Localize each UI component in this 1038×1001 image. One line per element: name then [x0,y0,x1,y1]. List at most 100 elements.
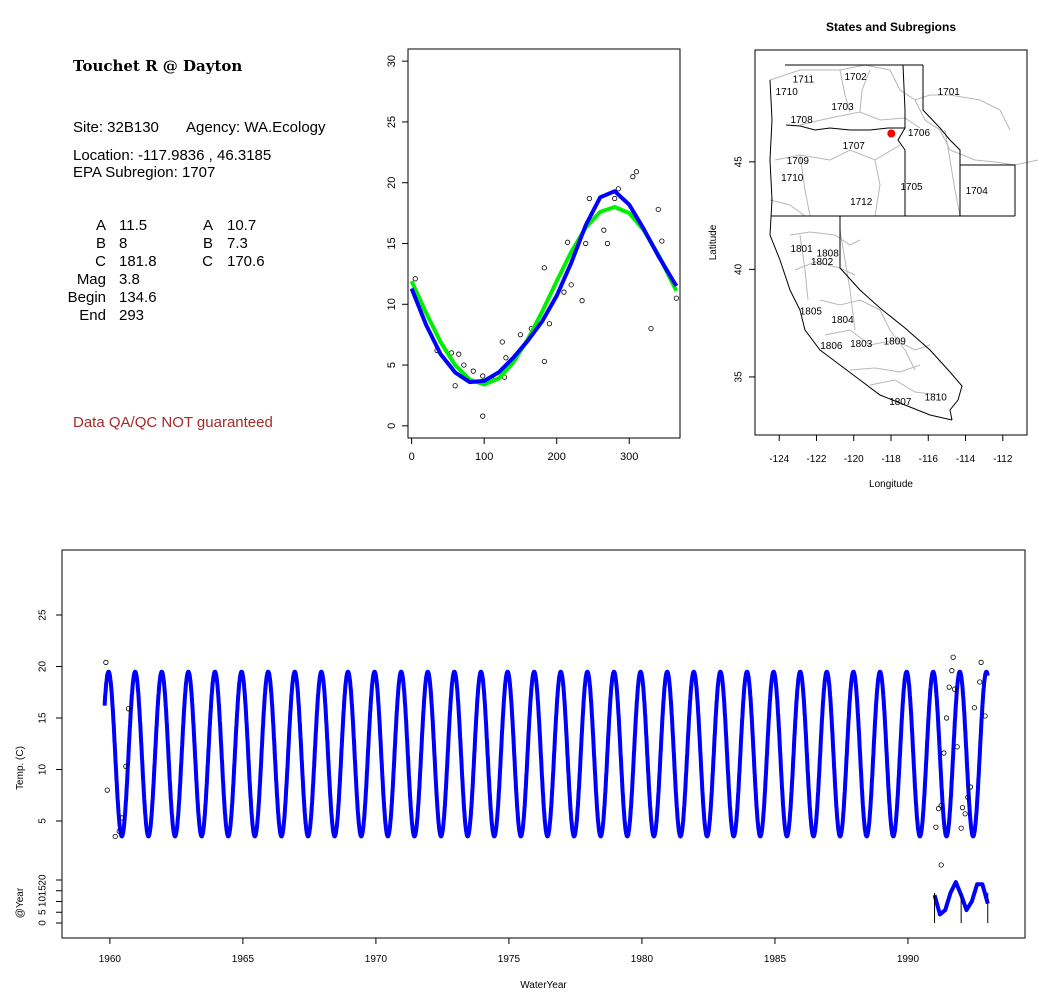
data-point [943,715,950,721]
param-label: A [202,217,213,234]
x-tick-label: -124 [769,454,789,465]
data-point [601,227,607,233]
data-point [103,659,109,665]
data-point [971,705,978,711]
x-tick-label: 0 [409,451,415,463]
data-point [568,282,574,288]
x-tick-label: -118 [881,454,901,465]
x-axis-label: Longitude [869,479,913,490]
y2-tick-label: 0 [38,920,49,926]
params-right: A 10.7 B 7.3 C 170.6 [190,217,264,270]
data-point [586,195,592,202]
subregion-label: 1807 [889,397,912,408]
y2-tick-label: 5 [38,909,49,915]
data-point [456,351,462,357]
data-point [949,668,955,674]
x-tick-label: 1975 [498,954,521,965]
data-point [659,238,665,244]
x-tick-label: -114 [956,454,976,465]
x-tick-label: 1970 [365,954,388,965]
data-point [541,358,547,365]
data-point [612,195,618,202]
data-point [982,713,988,719]
data-point [499,339,505,345]
data-point [480,373,486,379]
param-value: 293 [119,307,145,324]
y-tick-label: 5 [38,818,49,824]
site-marker [887,129,896,138]
data-point [480,413,486,419]
y-tick-label: 20 [386,177,398,189]
param-value: 8 [119,235,128,252]
location: Location: -117.9836 , 46.3185 [73,147,272,164]
subregion-label: 1710 [776,87,799,98]
data-point [935,806,942,812]
data-point [579,298,585,304]
data-point [951,686,958,692]
data-point [648,325,654,332]
data-point [950,654,956,660]
subregion-label: 1706 [908,128,931,139]
x-tick-label: 1980 [631,954,654,965]
subregion-label: 1712 [850,197,873,208]
y-tick-label: 10 [386,298,398,310]
x-tick-label: 1985 [764,954,787,965]
param-value: 11.5 [119,217,148,234]
x-tick-label: -122 [806,454,826,465]
param-value: 181.8 [119,253,157,270]
data-point [978,659,984,665]
qa-disclaimer: Data QA/QC NOT guaranteed [73,414,273,431]
x-tick-label: 1960 [99,954,122,965]
subregion-label: 1705 [900,182,923,193]
y-tick-label: 15 [386,237,398,249]
y-tick-label: 20 [38,661,49,673]
data-point [615,186,621,192]
y2-tick-label: 20 [38,874,49,886]
y-tick-label: 45 [734,156,745,168]
y-tick-label: 5 [386,362,398,368]
y-tick-label: 30 [386,55,398,67]
param-value: 134.6 [119,289,157,306]
data-point [564,239,571,245]
subregion-label: 1701 [938,87,961,98]
data-point [604,240,611,247]
data-point [116,828,122,834]
data-point [977,679,983,685]
data-point [633,169,640,175]
data-point [412,276,418,282]
data-point [470,368,476,374]
fit-curve-blue [409,189,679,385]
x-tick-label: 300 [620,451,638,463]
map-title: States and Subregions [826,20,956,34]
param-value: 7.3 [227,235,248,252]
plot-frame [407,48,681,439]
subregion-label: 1703 [831,102,854,113]
subregion-label: 1801 [790,244,813,255]
subregion-label: 1702 [844,72,867,83]
subregion-map: States and Subregions Longitude Latitude -1… [708,20,1038,490]
x-tick-label: -120 [844,454,864,465]
data-point [503,355,509,361]
x-tick-label: 200 [548,451,566,463]
data-point [630,174,636,180]
data-point [958,825,964,831]
site-id: Site: 32B130 [73,119,159,136]
at-year-point [938,862,944,868]
x-tick-label: -112 [993,454,1013,465]
agency: Agency: WA.Ecology [186,119,326,136]
subregion-label: 1711 [793,74,815,85]
timeseries-chart: 1960 1965 1970 1975 1980 1985 1990510152025051… [15,549,1026,991]
x-tick-label: -116 [919,454,939,465]
param-label: Begin [67,289,106,306]
x-tick-label: 1965 [232,954,255,965]
plot-frame [61,549,1026,939]
data-point [125,706,132,712]
data-point [561,289,567,295]
y-tick-label: 25 [386,116,398,128]
subregion-label: 1709 [787,156,810,167]
data-point [967,784,974,790]
data-point [517,332,524,338]
site-name: Touchet R @ Dayton [73,57,243,75]
param-label: A [95,217,106,234]
